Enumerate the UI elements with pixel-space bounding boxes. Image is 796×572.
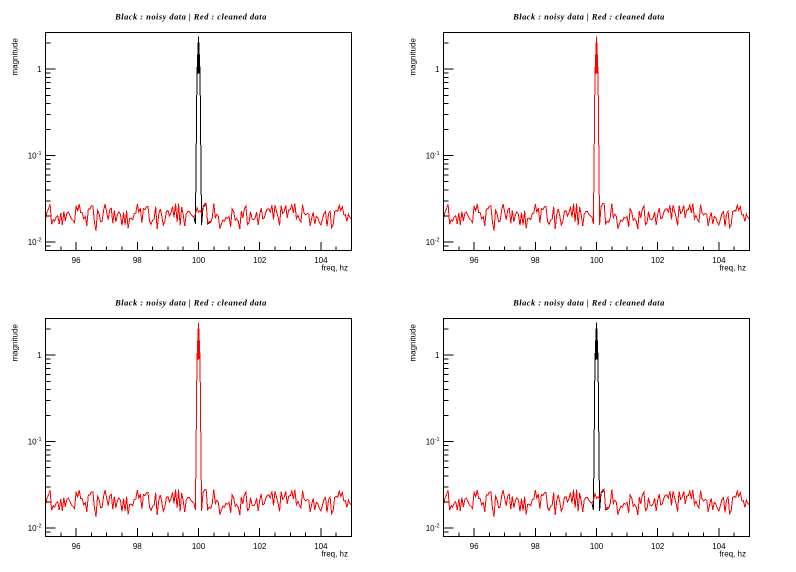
- y-axis-title: magnitude: [11, 38, 20, 76]
- x-tick-label: 102: [651, 256, 665, 265]
- x-tick-label: 100: [192, 256, 206, 265]
- spectrum-plot-bottom-right: 96 98 100 102 104 1 10-1 10-2 Black : noisy data…: [409, 298, 750, 559]
- y-tick-label: 1: [37, 351, 42, 360]
- y-tick-label: 1: [37, 65, 42, 74]
- peak-fill: [196, 36, 201, 75]
- x-tick-label: 104: [314, 542, 328, 551]
- spectrum-pad-top-left: 96 98 100 102 104 1 10-1 10-2 Black : noisy data…: [0, 0, 398, 286]
- y-axis-title: magnitude: [409, 324, 418, 362]
- x-tick-label: 104: [314, 256, 328, 265]
- cleaned-data-curve: [443, 489, 750, 517]
- x-axis-title: freq, hz: [321, 264, 348, 273]
- x-tick-label: 98: [531, 256, 540, 265]
- x-tick-label: 96: [470, 256, 479, 265]
- spectrum-plot-bottom-left: 96 98 100 102 104 1 10-1 10-2 Black : noisy data…: [11, 298, 352, 559]
- x-tick-label: 104: [712, 256, 726, 265]
- y-axis-title: magnitude: [11, 324, 20, 362]
- x-tick-label: 102: [253, 256, 267, 265]
- data-curves: [45, 322, 352, 517]
- data-curves: [45, 36, 352, 231]
- x-tick-label: 104: [712, 542, 726, 551]
- plot-title: Black : noisy data | Red : cleaned data: [512, 298, 665, 308]
- x-tick-label: 102: [651, 542, 665, 551]
- y-tick-label: 10-1: [28, 151, 42, 161]
- y-tick-label: 1: [435, 65, 440, 74]
- y-tick-label: 1: [435, 351, 440, 360]
- data-curves: [443, 322, 750, 517]
- spectrum-pad-bottom-left: 96 98 100 102 104 1 10-1 10-2 Black : noisy data…: [0, 286, 398, 572]
- peak-fill: [594, 322, 599, 361]
- peak-fill: [196, 322, 201, 361]
- plot-title: Black : noisy data | Red : cleaned data: [512, 12, 665, 22]
- cleaned-data-curve: [45, 203, 352, 231]
- peak-fill: [594, 36, 599, 75]
- x-axis-title: freq, hz: [719, 264, 746, 273]
- spectrum-plot-top-left: 96 98 100 102 104 1 10-1 10-2 Black : noisy data…: [11, 12, 352, 273]
- data-curves: [443, 36, 750, 231]
- x-axis-title: freq, hz: [321, 550, 348, 559]
- y-tick-label: 10-2: [426, 238, 440, 248]
- y-tick-label: 10-1: [426, 437, 440, 447]
- y-axis-title: magnitude: [409, 38, 418, 76]
- x-tick-label: 96: [470, 542, 479, 551]
- plot-title: Black : noisy data | Red : cleaned data: [114, 12, 267, 22]
- spectrum-plot-top-right: 96 98 100 102 104 1 10-1 10-2 Black : noisy data…: [409, 12, 750, 273]
- y-tick-label: 10-2: [426, 524, 440, 534]
- x-tick-label: 96: [72, 542, 81, 551]
- x-tick-label: 102: [253, 542, 267, 551]
- plot-title: Black : noisy data | Red : cleaned data: [114, 298, 267, 308]
- spectrum-pad-top-right: 96 98 100 102 104 1 10-1 10-2 Black : noisy data…: [398, 0, 796, 286]
- x-tick-label: 100: [590, 542, 604, 551]
- spectrum-pad-bottom-right: 96 98 100 102 104 1 10-1 10-2 Black : noisy data…: [398, 286, 796, 572]
- y-tick-label: 10-1: [426, 151, 440, 161]
- x-tick-label: 96: [72, 256, 81, 265]
- x-tick-label: 100: [192, 542, 206, 551]
- x-axis-title: freq, hz: [719, 550, 746, 559]
- cleaned-data-curve: [45, 322, 352, 517]
- y-tick-label: 10-2: [28, 524, 42, 534]
- x-tick-label: 98: [531, 542, 540, 551]
- x-tick-label: 100: [590, 256, 604, 265]
- x-tick-label: 98: [133, 256, 142, 265]
- y-tick-label: 10-1: [28, 437, 42, 447]
- x-tick-label: 98: [133, 542, 142, 551]
- y-tick-label: 10-2: [28, 238, 42, 248]
